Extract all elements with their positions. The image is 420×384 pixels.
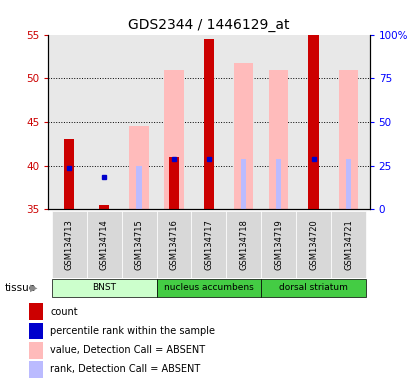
FancyBboxPatch shape [296, 211, 331, 278]
Text: GSM134714: GSM134714 [100, 219, 109, 270]
Bar [346, 159, 351, 209]
FancyBboxPatch shape [157, 280, 261, 296]
FancyBboxPatch shape [192, 211, 226, 278]
Text: value, Detection Call = ABSENT: value, Detection Call = ABSENT [50, 345, 205, 355]
Text: GSM134719: GSM134719 [274, 219, 284, 270]
Text: GSM134713: GSM134713 [65, 219, 74, 270]
Bar [204, 39, 214, 209]
Text: GSM134715: GSM134715 [134, 219, 144, 270]
FancyBboxPatch shape [261, 280, 366, 296]
Text: GSM134720: GSM134720 [309, 219, 318, 270]
Title: GDS2344 / 1446129_at: GDS2344 / 1446129_at [128, 18, 290, 32]
Text: GSM134721: GSM134721 [344, 219, 353, 270]
Text: ▶: ▶ [30, 283, 38, 293]
FancyBboxPatch shape [226, 211, 261, 278]
Bar [164, 70, 184, 209]
Bar [339, 70, 358, 209]
Bar [64, 139, 74, 209]
Text: rank, Detection Call = ABSENT: rank, Detection Call = ABSENT [50, 364, 200, 374]
Bar [29, 342, 43, 359]
Bar [29, 303, 43, 320]
Bar [308, 35, 319, 209]
Bar [136, 166, 142, 209]
FancyBboxPatch shape [52, 211, 87, 278]
Text: GSM134716: GSM134716 [170, 219, 178, 270]
Text: GSM134718: GSM134718 [239, 219, 248, 270]
Text: count: count [50, 307, 78, 317]
Bar [276, 159, 281, 209]
Bar [29, 323, 43, 339]
Text: nucleus accumbens: nucleus accumbens [164, 283, 254, 293]
Bar [129, 126, 149, 209]
Text: BNST: BNST [92, 283, 116, 293]
Bar [171, 159, 177, 209]
Text: dorsal striatum: dorsal striatum [279, 283, 348, 293]
FancyBboxPatch shape [157, 211, 192, 278]
Bar [269, 70, 289, 209]
Bar [234, 63, 254, 209]
Bar [99, 205, 110, 209]
Text: GSM134717: GSM134717 [205, 219, 213, 270]
FancyBboxPatch shape [122, 211, 157, 278]
Bar [29, 361, 43, 378]
FancyBboxPatch shape [261, 211, 296, 278]
Text: tissue: tissue [5, 283, 36, 293]
FancyBboxPatch shape [52, 280, 157, 296]
Bar [169, 157, 179, 209]
FancyBboxPatch shape [331, 211, 366, 278]
Bar [241, 159, 247, 209]
Text: percentile rank within the sample: percentile rank within the sample [50, 326, 215, 336]
FancyBboxPatch shape [87, 211, 122, 278]
